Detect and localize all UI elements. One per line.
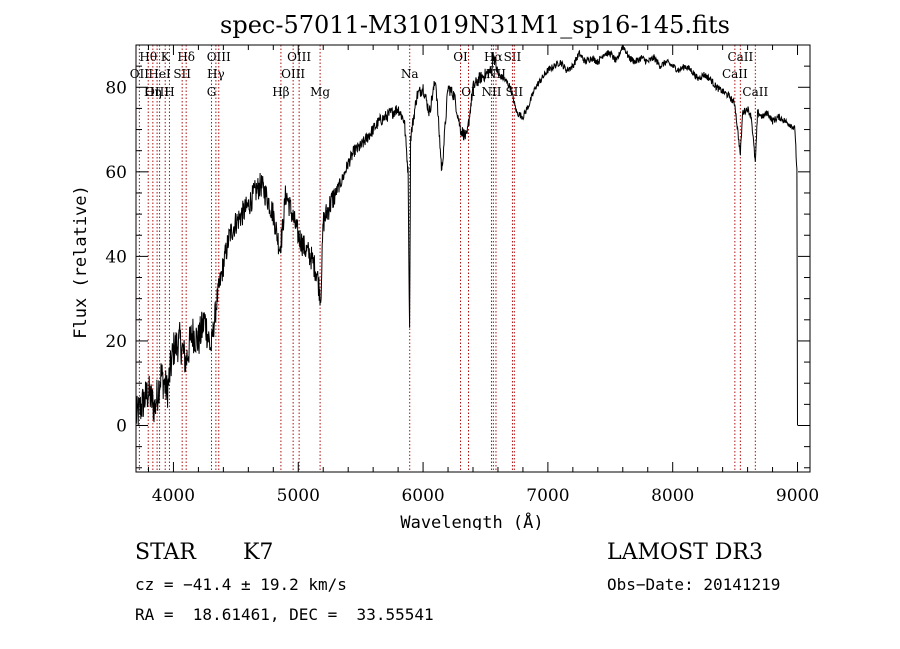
y-tick-label: 20 [105,332,127,352]
line-marker-label: Hθ [139,50,157,64]
line-marker-label: HeI [148,67,171,81]
line-marker-label: CaII [722,67,748,81]
line-marker-label: OIII [145,85,169,99]
line-marker-label: Hβ [272,85,289,99]
object-subclass: K7 [243,540,274,565]
line-marker-label: OI [453,50,468,64]
line-marker-label: CaII [742,85,768,99]
line-marker-label: G [207,85,217,99]
survey-name: LAMOST DR3 [607,540,763,565]
chart-title: spec-57011-M31019N31M1_sp16-145.fits [220,11,730,39]
y-axis-label: Flux (relative) [71,185,91,339]
y-tick-label: 40 [105,247,127,267]
line-marker-label: H [164,85,174,99]
coordinates: RA = 18.61461, DEC = 33.55541 [135,605,434,624]
line-marker-label: NII [481,85,501,99]
line-marker-label: CaII [727,50,753,64]
obs-date: Obs−Date: 20141219 [607,575,781,594]
spectrum-series-line [135,44,798,426]
x-tick-label: 9000 [776,486,819,506]
y-axis: 0 20 40 60 80 [105,44,810,469]
x-axis-label: Wavelength (Å) [400,511,543,530]
line-marker-label: SII [173,67,191,81]
x-tick-label: 8000 [651,486,694,506]
line-marker-label: OIII [287,50,311,64]
line-marker-label: Mg [310,85,330,99]
spectrum-chart: spec-57011-M31019N31M1_sp16-145.fits Hθ O… [71,11,819,530]
line-marker-label: Hγ [207,67,225,81]
line-marker-label: K [161,50,171,64]
x-tick-label: 7000 [526,486,569,506]
x-axis: 4000 5000 6000 7000 8000 9000 [147,45,819,506]
line-marker-label: Hη [144,85,162,99]
redshift-text: cz = −41.4 ± 19.2 km/s [135,575,347,594]
x-tick-label: 4000 [152,486,195,506]
x-tick-label: 5000 [277,486,320,506]
plot-frame [135,44,811,473]
object-class: STAR [135,540,196,565]
line-marker-label: OIII [281,67,305,81]
x-tick-label: 6000 [401,486,444,506]
y-tick-label: 0 [116,416,127,436]
line-marker-label: OII [130,67,150,81]
line-markers: Hθ OII OIII K HeI Hη H Hδ SII OIII Hγ G OIII OIII Hβ Mg… [130,45,768,472]
line-marker-label: SII [504,50,522,64]
line-marker-label: Hδ [177,50,195,64]
y-tick-label: 60 [105,163,127,183]
y-tick-label: 80 [105,78,127,98]
line-marker-label: Na [401,67,419,81]
line-marker-label: OIII [207,50,231,64]
